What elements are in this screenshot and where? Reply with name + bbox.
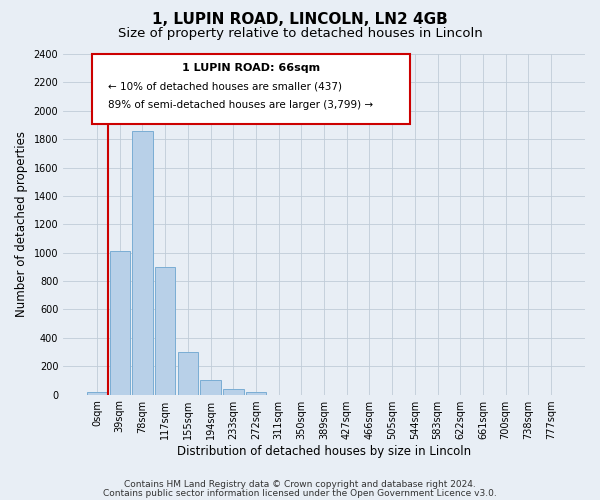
X-axis label: Distribution of detached houses by size in Lincoln: Distribution of detached houses by size … bbox=[177, 444, 471, 458]
Bar bbox=[246, 392, 266, 394]
Bar bbox=[223, 389, 244, 394]
Text: 1 LUPIN ROAD: 66sqm: 1 LUPIN ROAD: 66sqm bbox=[182, 62, 320, 72]
Y-axis label: Number of detached properties: Number of detached properties bbox=[15, 132, 28, 318]
Text: Contains public sector information licensed under the Open Government Licence v3: Contains public sector information licen… bbox=[103, 488, 497, 498]
Bar bbox=[155, 267, 175, 394]
Bar bbox=[110, 252, 130, 394]
Bar bbox=[200, 380, 221, 394]
Bar bbox=[87, 392, 107, 394]
Bar bbox=[178, 352, 198, 395]
Bar bbox=[132, 130, 153, 394]
Text: Size of property relative to detached houses in Lincoln: Size of property relative to detached ho… bbox=[118, 28, 482, 40]
FancyBboxPatch shape bbox=[92, 54, 410, 124]
Text: ← 10% of detached houses are smaller (437): ← 10% of detached houses are smaller (43… bbox=[107, 81, 341, 91]
Text: 1, LUPIN ROAD, LINCOLN, LN2 4GB: 1, LUPIN ROAD, LINCOLN, LN2 4GB bbox=[152, 12, 448, 28]
Text: Contains HM Land Registry data © Crown copyright and database right 2024.: Contains HM Land Registry data © Crown c… bbox=[124, 480, 476, 489]
Text: 89% of semi-detached houses are larger (3,799) →: 89% of semi-detached houses are larger (… bbox=[107, 100, 373, 110]
